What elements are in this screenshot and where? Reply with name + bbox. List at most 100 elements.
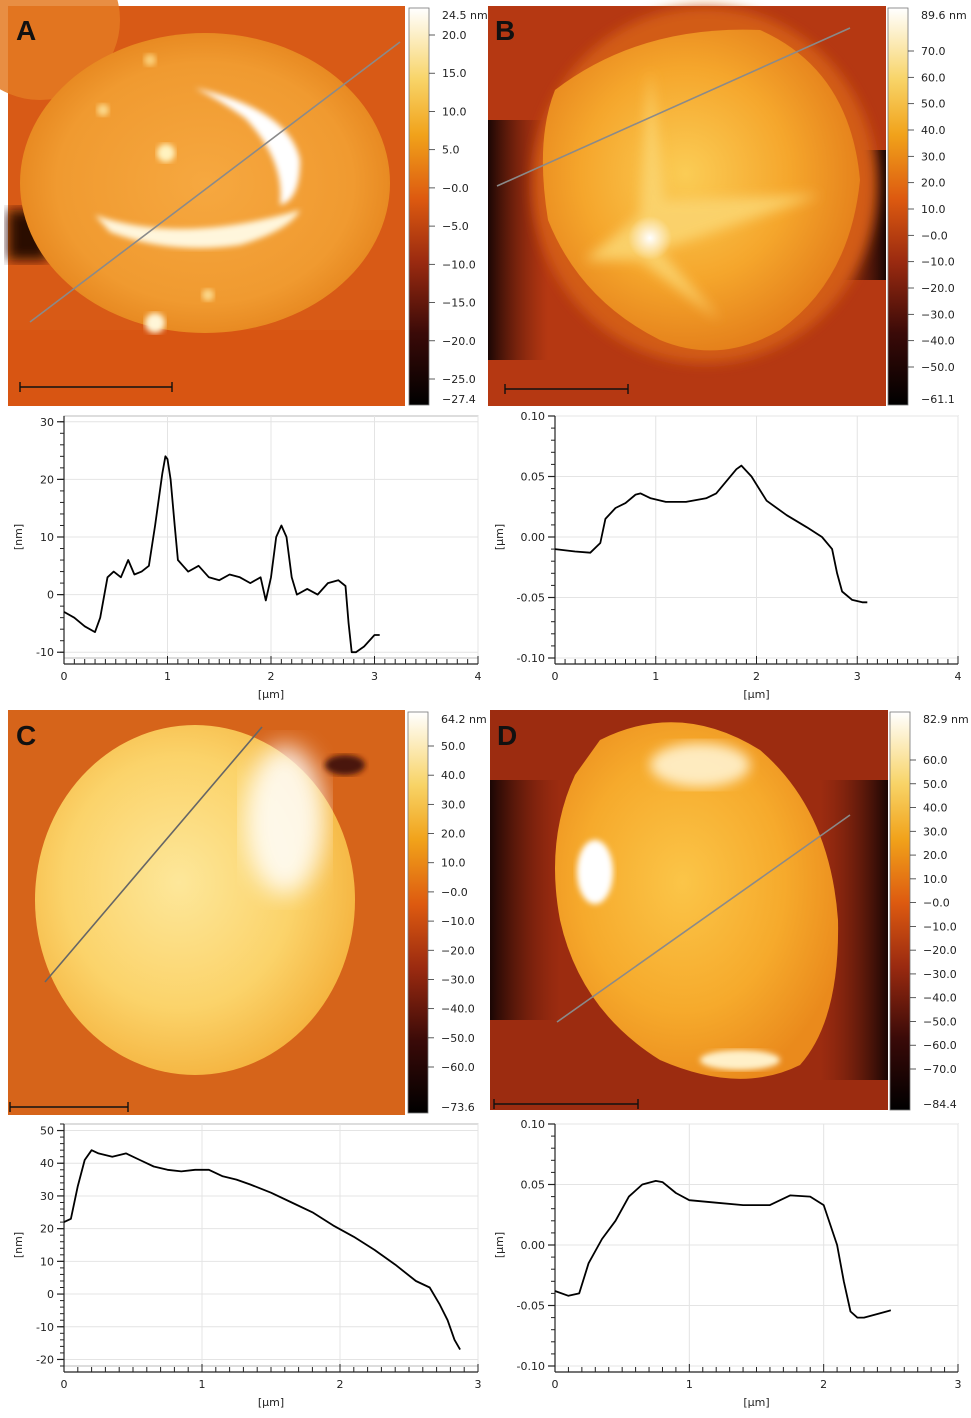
- scale-bar-d: [493, 1099, 639, 1109]
- y-tick-label: 0: [47, 589, 54, 602]
- color-scale-bar-b: 89.6 nm −61.1 70.0 60.0 50.0 40.0 30.0 20.0 10.0…: [887, 7, 967, 406]
- color-scale-tick-label: 50.0: [921, 98, 946, 111]
- color-gradient: [887, 7, 909, 406]
- x-tick-label: 4: [955, 670, 962, 683]
- x-axis-label: [µm]: [258, 1396, 284, 1409]
- afm-image-c: C: [8, 710, 405, 1115]
- color-scale-bar-d: 82.9 nm −84.4 60.0 50.0 40.0 30.0 20.0 10.0 −0.0…: [889, 711, 969, 1111]
- x-tick-label: 2: [753, 670, 760, 683]
- scale-bar-a: [19, 382, 173, 392]
- x-tick-label: 3: [371, 670, 378, 683]
- panel-label-c: C: [16, 720, 36, 751]
- color-scale-tick-label: 20.0: [441, 828, 466, 841]
- color-scale-tick-label: 20.0: [921, 177, 946, 190]
- height-profile-line: [63, 455, 380, 654]
- afm-image-a: A: [0, 0, 405, 406]
- color-scale-tick-label: 60.0: [921, 71, 946, 84]
- color-scale-tick-label: 10.0: [442, 105, 467, 118]
- y-tick-label: 10: [40, 1255, 54, 1268]
- color-scale-tick-label: −15.0: [442, 297, 476, 310]
- x-tick-label: 0: [552, 1378, 559, 1391]
- color-scale-tick-label: −30.0: [923, 968, 957, 981]
- color-scale-tick-label: −50.0: [441, 1032, 475, 1045]
- color-scale-min-label: −84.4: [923, 1098, 957, 1111]
- color-scale-max-label: 82.9 nm: [923, 713, 969, 726]
- y-tick-label: 10: [40, 531, 54, 544]
- x-tick-label: 3: [475, 1378, 482, 1391]
- y-axis-label: [nm]: [12, 1232, 25, 1258]
- color-gradient: [407, 711, 429, 1114]
- y-tick-label: -10: [36, 646, 54, 659]
- color-scale-tick-label: −20.0: [442, 335, 476, 348]
- x-tick-label: 2: [337, 1378, 344, 1391]
- x-tick-label: 1: [199, 1378, 206, 1391]
- color-scale-tick-label: −60.0: [923, 1039, 957, 1052]
- color-scale-tick-label: 40.0: [923, 802, 948, 815]
- color-scale-tick-label: −0.0: [921, 229, 948, 242]
- x-tick-label: 1: [652, 670, 659, 683]
- x-tick-label: 1: [686, 1378, 693, 1391]
- x-tick-label: 0: [552, 670, 559, 683]
- color-scale-tick-label: −50.0: [921, 361, 955, 374]
- color-scale-tick-label: 20.0: [923, 849, 948, 862]
- x-tick-label: 3: [854, 670, 861, 683]
- color-scale-min-label: −27.4: [442, 393, 476, 406]
- x-tick-label: 4: [475, 670, 482, 683]
- y-tick-label: -0.10: [517, 652, 545, 665]
- color-scale-tick-label: 50.0: [441, 740, 466, 753]
- color-scale-tick-label: 70.0: [921, 45, 946, 58]
- scale-bar-c: [9, 1102, 129, 1112]
- color-scale-tick-label: −50.0: [923, 1015, 957, 1028]
- y-tick-label: 0.05: [521, 471, 546, 484]
- x-tick-label: 0: [61, 670, 68, 683]
- y-tick-label: -0.05: [517, 1300, 545, 1313]
- height-profile-line: [554, 1180, 892, 1319]
- color-scale-tick-label: 20.0: [442, 29, 467, 42]
- color-scale-tick-label: 30.0: [441, 798, 466, 811]
- color-scale-bar-a: 24.5 nm −27.4 20.0 15.0 10.0 5.0 −0.0 −5.0 −10.0…: [408, 7, 488, 406]
- color-scale-max-label: 24.5 nm: [442, 9, 488, 22]
- color-scale-tick-label: −40.0: [923, 992, 957, 1005]
- color-scale-tick-label: 50.0: [923, 778, 948, 791]
- x-axis-label: [µm]: [743, 688, 769, 701]
- color-scale-tick-label: −30.0: [441, 973, 475, 986]
- y-tick-label: 0.00: [521, 1239, 546, 1252]
- color-scale-tick-label: −0.0: [923, 897, 950, 910]
- color-scale-tick-label: 30.0: [921, 150, 946, 163]
- color-scale-tick-label: 40.0: [921, 124, 946, 137]
- height-profile-line: [554, 464, 868, 604]
- y-tick-label: 50: [40, 1125, 54, 1138]
- color-scale-tick-label: −10.0: [441, 915, 475, 928]
- color-scale-tick-label: −40.0: [441, 1003, 475, 1016]
- afm-image-d: D: [490, 710, 888, 1110]
- color-gradient: [889, 711, 911, 1111]
- profile-chart-c: 0 1 2 3 50 40 30 20 10 0 -10 -20 [µm] [nm]: [12, 1123, 482, 1409]
- height-profile-line: [63, 1149, 461, 1351]
- color-scale-tick-label: −10.0: [442, 258, 476, 271]
- color-scale-tick-label: −5.0: [442, 220, 469, 233]
- color-scale-tick-label: −70.0: [923, 1063, 957, 1076]
- x-axis-label: [µm]: [743, 1396, 769, 1409]
- plot-frame: [63, 1123, 479, 1367]
- afm-image-b: B: [488, 6, 886, 406]
- x-tick-label: 3: [955, 1378, 962, 1391]
- color-scale-tick-label: −20.0: [923, 944, 957, 957]
- panel-label-d: D: [497, 720, 517, 751]
- x-tick-label: 1: [164, 670, 171, 683]
- color-scale-tick-label: −10.0: [921, 256, 955, 269]
- color-scale-tick-label: 10.0: [441, 857, 466, 870]
- color-gradient: [408, 7, 430, 406]
- color-scale-tick-label: −25.0: [442, 373, 476, 386]
- color-scale-max-label: 89.6 nm: [921, 9, 967, 22]
- y-tick-label: -10: [36, 1321, 54, 1334]
- y-tick-label: -0.10: [517, 1360, 545, 1373]
- scale-bar-b: [504, 384, 629, 394]
- color-scale-tick-label: −40.0: [921, 335, 955, 348]
- y-axis-label: [µm]: [493, 1232, 506, 1258]
- profile-chart-a: 0 1 2 3 4 30 20 10 0 -10 [µm] [nm]: [12, 415, 482, 701]
- color-scale-tick-label: −20.0: [921, 282, 955, 295]
- y-tick-label: 0.05: [521, 1179, 546, 1192]
- y-axis-label: [nm]: [12, 524, 25, 550]
- color-scale-min-label: −61.1: [921, 393, 955, 406]
